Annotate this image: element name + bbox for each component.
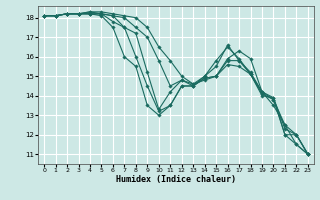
X-axis label: Humidex (Indice chaleur): Humidex (Indice chaleur) <box>116 175 236 184</box>
